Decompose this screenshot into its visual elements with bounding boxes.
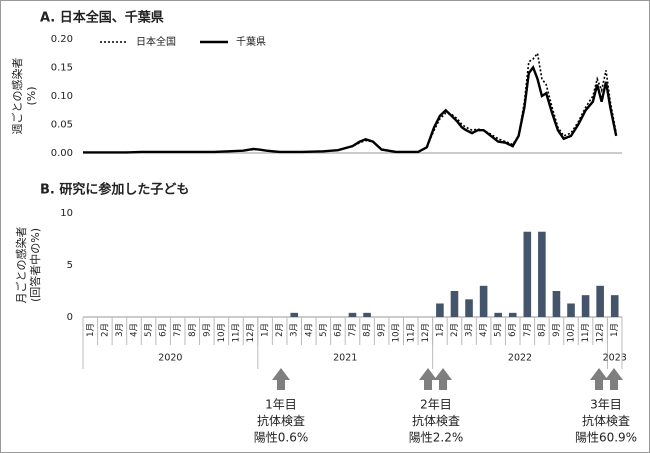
x-tick-label: 10月 [217,323,227,342]
x-tick-label: 2月 [275,323,285,337]
y-tick-label: 0.05 [51,120,73,131]
x-tick-label: 2月 [450,323,460,337]
bar [581,295,590,317]
bar [552,291,561,317]
bar [479,285,488,317]
y-tick-label: 0.10 [51,91,73,102]
x-tick-label: 8月 [537,323,547,337]
x-tick-label: 10月 [392,323,402,342]
x-tick-label: 7月 [348,323,358,337]
x-tick-label: 7月 [523,323,533,337]
chart-title: A. 日本全国、千葉県 [40,10,164,26]
x-tick-label: 4月 [479,323,489,337]
x-tick-label: 7月 [173,323,183,337]
y-axis-label: 週ごとの感染者 [10,58,24,135]
bar [494,312,502,317]
y-tick-label: 0.20 [51,34,73,45]
annotation: 抗体検査 [582,413,630,428]
legend-label: 日本全国 [136,35,176,48]
arrow [272,368,290,390]
y-axis-label: 月ごとの感染者 [14,227,28,304]
x-tick-label: 4月 [304,323,314,337]
x-tick-label: 5月 [319,323,329,337]
x-tick-label: 12月 [421,323,431,342]
annotation: 1年目 [265,398,297,412]
annotation: 陽性0.6% [254,431,309,445]
y-axis-label: (回答者中の%) [28,228,42,302]
y-axis-label: (%) [25,86,38,105]
bar [290,312,299,317]
legend-label: 千葉県 [236,35,266,48]
x-tick-label: 1月 [435,323,445,337]
x-tick-label: 5月 [494,323,504,337]
bar [508,312,517,317]
y-tick-label: 10 [60,208,73,219]
group-label: 2022 [508,353,532,364]
x-tick-label: 3月 [290,323,300,337]
x-tick-label: 6月 [159,323,169,337]
x-tick-label: 10月 [567,323,577,342]
x-tick-label: 4月 [129,323,139,337]
line-series [83,51,617,154]
annotation: 2年目 [420,398,452,412]
bar [567,303,575,317]
x-tick-label: 8月 [188,323,198,337]
x-tick-label: 9月 [552,323,562,337]
chart-title: B. 研究に参加した子ども [40,182,189,198]
x-tick-label: 3月 [115,323,125,337]
arrows [272,368,623,390]
bar [465,299,473,317]
annotation: 3年目 [590,398,622,412]
x-tick-label: 1月 [261,323,271,337]
x-tick-label: 11月 [406,323,416,342]
y-tick-label: 5 [67,260,73,271]
x-tick-label: 1月 [86,323,96,337]
annotation: 陽性60.9% [575,431,637,445]
group-label: 2023 [603,353,627,364]
annotation: 陽性2.2% [409,431,464,445]
x-tick-label: 9月 [377,323,387,337]
x-tick-label: 3月 [465,323,475,337]
annotation: 抗体検査 [412,413,460,428]
y-tick-label: 0 [67,312,73,323]
x-tick-label: 12月 [246,323,256,342]
x-tick-label: 6月 [333,323,343,337]
bar [538,231,546,317]
x-tick-label: 12月 [596,323,606,342]
bar [450,291,459,317]
x-tick-label: 9月 [202,323,212,337]
arrow [419,368,437,390]
bar [363,312,371,317]
x-tick-label: 11月 [231,323,241,342]
y-tick-label: 0.00 [51,148,73,159]
bar [436,303,444,317]
x-tick-label: 6月 [508,323,518,337]
group-label: 2020 [158,353,182,364]
bar [610,295,619,317]
x-tick-label: 11月 [581,323,591,342]
bar [523,231,532,317]
annotation: 抗体検査 [257,413,305,428]
x-tick-label: 2月 [100,323,110,337]
line-series [83,65,618,154]
arrow [605,368,623,390]
group-label: 2021 [333,353,357,364]
arrow [434,368,452,390]
y-tick-label: 0.15 [51,63,73,74]
bar [596,285,604,317]
arrow [590,368,608,390]
x-tick-label: 5月 [144,323,154,337]
x-tick-label: 1月 [610,323,620,337]
bar [348,312,357,317]
x-tick-label: 8月 [363,323,373,337]
